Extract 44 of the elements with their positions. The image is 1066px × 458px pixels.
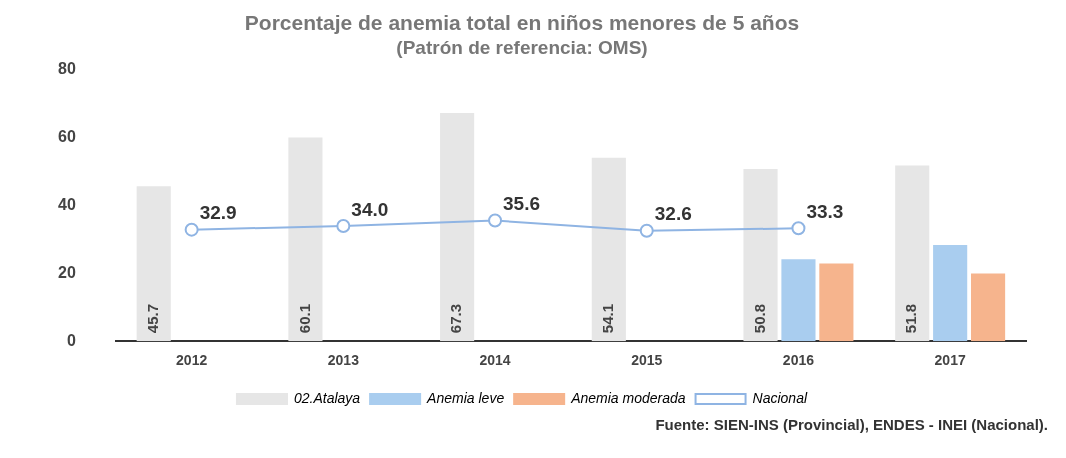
point bbox=[184, 222, 199, 237]
data-label: 51.8 bbox=[902, 304, 920, 334]
legend-label: Anemia leve bbox=[426, 389, 505, 406]
bar bbox=[781, 259, 816, 342]
x-tick-label: 2017 bbox=[934, 352, 966, 369]
y-tick-label: 80 bbox=[58, 60, 76, 78]
point bbox=[639, 223, 654, 238]
data-label: 34.0 bbox=[351, 198, 389, 220]
chart-title: Porcentaje de anemia total en niños menores de 5 años bbox=[244, 11, 800, 35]
legend-label: Anemia moderada bbox=[570, 389, 686, 406]
data-label: 54.1 bbox=[598, 304, 616, 334]
bar bbox=[743, 168, 778, 342]
data-label: 60.1 bbox=[295, 304, 313, 334]
bar bbox=[895, 165, 930, 342]
x-tick-label: 2016 bbox=[782, 352, 815, 369]
x-tick-label: 2015 bbox=[631, 352, 663, 369]
y-tick-label: 60 bbox=[58, 128, 76, 146]
y-tick-label: 0 bbox=[66, 331, 76, 349]
y-tick-label: 20 bbox=[58, 263, 76, 281]
data-label: 50.8 bbox=[750, 304, 768, 334]
x-tick-label: 2014 bbox=[479, 352, 511, 369]
data-label: 33.3 bbox=[806, 201, 844, 223]
data-label: 67.3 bbox=[447, 304, 465, 334]
bar bbox=[971, 273, 1006, 342]
point bbox=[336, 218, 351, 233]
legend-label: Nacional bbox=[752, 389, 808, 406]
bar bbox=[440, 113, 475, 342]
data-label: 32.6 bbox=[654, 203, 692, 225]
source-note: Fuente: SIEN-INS (Provincial), ENDES - INEI (Nacional). bbox=[654, 416, 1049, 433]
data-label: 45.7 bbox=[143, 304, 161, 334]
y-tick-label: 40 bbox=[58, 196, 76, 214]
bar bbox=[136, 186, 171, 342]
x-tick-label: 2013 bbox=[327, 352, 360, 369]
legend-label: 02.Atalaya bbox=[293, 389, 361, 406]
chart-subtitle: (Patrón de referencia: OMS) bbox=[396, 36, 648, 58]
data-label: 35.6 bbox=[503, 193, 541, 215]
bar bbox=[288, 137, 323, 342]
bar bbox=[591, 157, 626, 342]
data-label: 32.9 bbox=[199, 202, 237, 224]
x-tick-label: 2012 bbox=[176, 352, 208, 369]
bar bbox=[933, 244, 968, 342]
point bbox=[488, 213, 503, 228]
point bbox=[791, 221, 806, 236]
bar bbox=[819, 263, 854, 342]
